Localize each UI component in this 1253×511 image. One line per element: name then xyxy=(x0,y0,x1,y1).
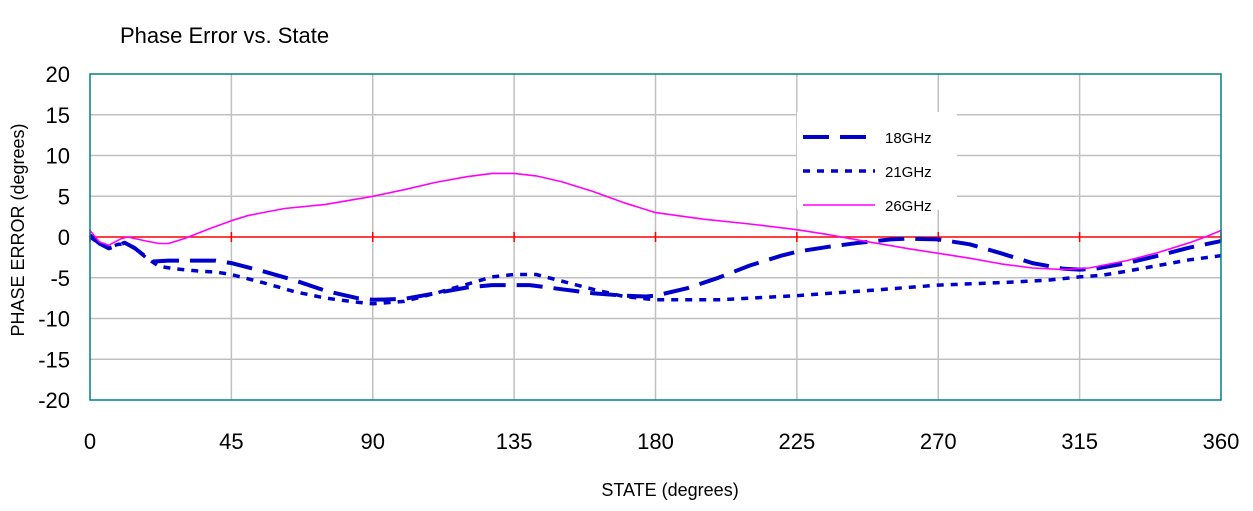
x-axis-label: STATE (degrees) xyxy=(601,480,738,500)
x-tick-label: 180 xyxy=(637,429,674,454)
x-tick-label: 270 xyxy=(920,429,957,454)
x-tick-label: 0 xyxy=(84,429,96,454)
legend-label-21ghz: 21GHz xyxy=(885,164,932,181)
y-tick-label: -5 xyxy=(50,266,70,291)
x-tick-label: 315 xyxy=(1061,429,1098,454)
y-tick-label: 0 xyxy=(58,225,70,250)
chart-title: Phase Error vs. State xyxy=(120,23,329,48)
series-line-18ghz xyxy=(88,233,1222,302)
x-tick-labels: 0 45 90 135 180 225 270 315 360 xyxy=(84,429,1239,454)
x-tick-label: 360 xyxy=(1203,429,1240,454)
y-tick-label: 5 xyxy=(58,184,70,209)
series-line-26ghz xyxy=(89,172,1222,271)
x-tick-label: 90 xyxy=(361,429,385,454)
plot-area-border xyxy=(89,73,1222,401)
y-tick-labels: 20 15 10 5 0 -5 -10 -15 -20 xyxy=(38,62,70,413)
y-tick-label: 20 xyxy=(46,62,70,87)
y-tick-label: 15 xyxy=(46,103,70,128)
legend-box xyxy=(797,112,957,210)
legend: 18GHz 21GHz 26GHz xyxy=(797,112,957,215)
y-tick-label: -10 xyxy=(38,307,70,332)
x-tick-label: 135 xyxy=(496,429,533,454)
y-tick-label: -20 xyxy=(38,388,70,413)
y-tick-label: 10 xyxy=(46,144,70,169)
y-axis-label: PHASE ERROR (degrees) xyxy=(8,123,28,336)
legend-label-18ghz: 18GHz xyxy=(885,130,932,147)
series-line-21ghz xyxy=(89,235,1222,306)
y-tick-label: -15 xyxy=(38,347,70,372)
series-layer xyxy=(88,172,1222,306)
x-tick-label: 225 xyxy=(779,429,816,454)
x-tick-label: 45 xyxy=(219,429,243,454)
legend-label-26ghz: 26GHz xyxy=(885,198,932,215)
